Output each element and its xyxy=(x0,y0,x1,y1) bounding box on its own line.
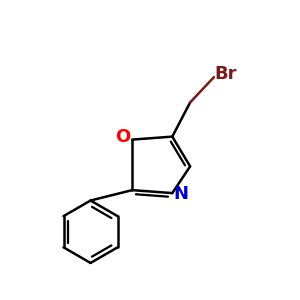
Text: O: O xyxy=(115,128,130,146)
Text: N: N xyxy=(173,185,188,203)
Text: Br: Br xyxy=(214,64,236,82)
